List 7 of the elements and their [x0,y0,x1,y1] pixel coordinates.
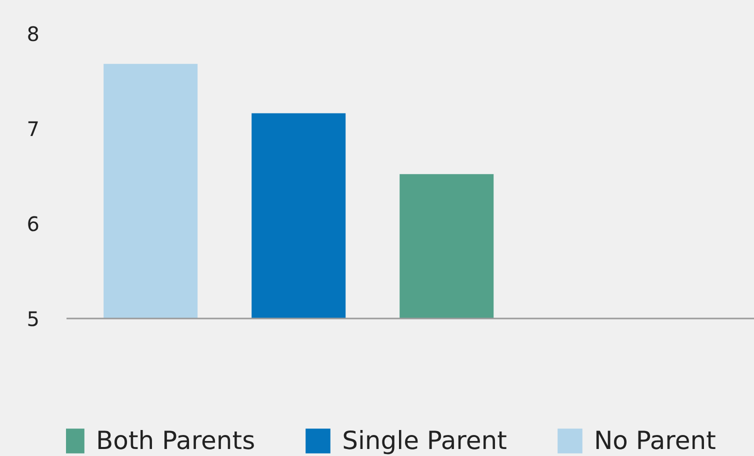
y-tick-label: 8 [26,22,40,46]
legend-label: Single Parent [342,426,507,455]
y-tick-label: 6 [26,212,40,236]
legend-label: No Parent [594,426,716,455]
legend-label: Both Parents [96,426,256,455]
y-tick-label: 5 [26,307,40,331]
y-tick-label: 7 [26,117,40,141]
